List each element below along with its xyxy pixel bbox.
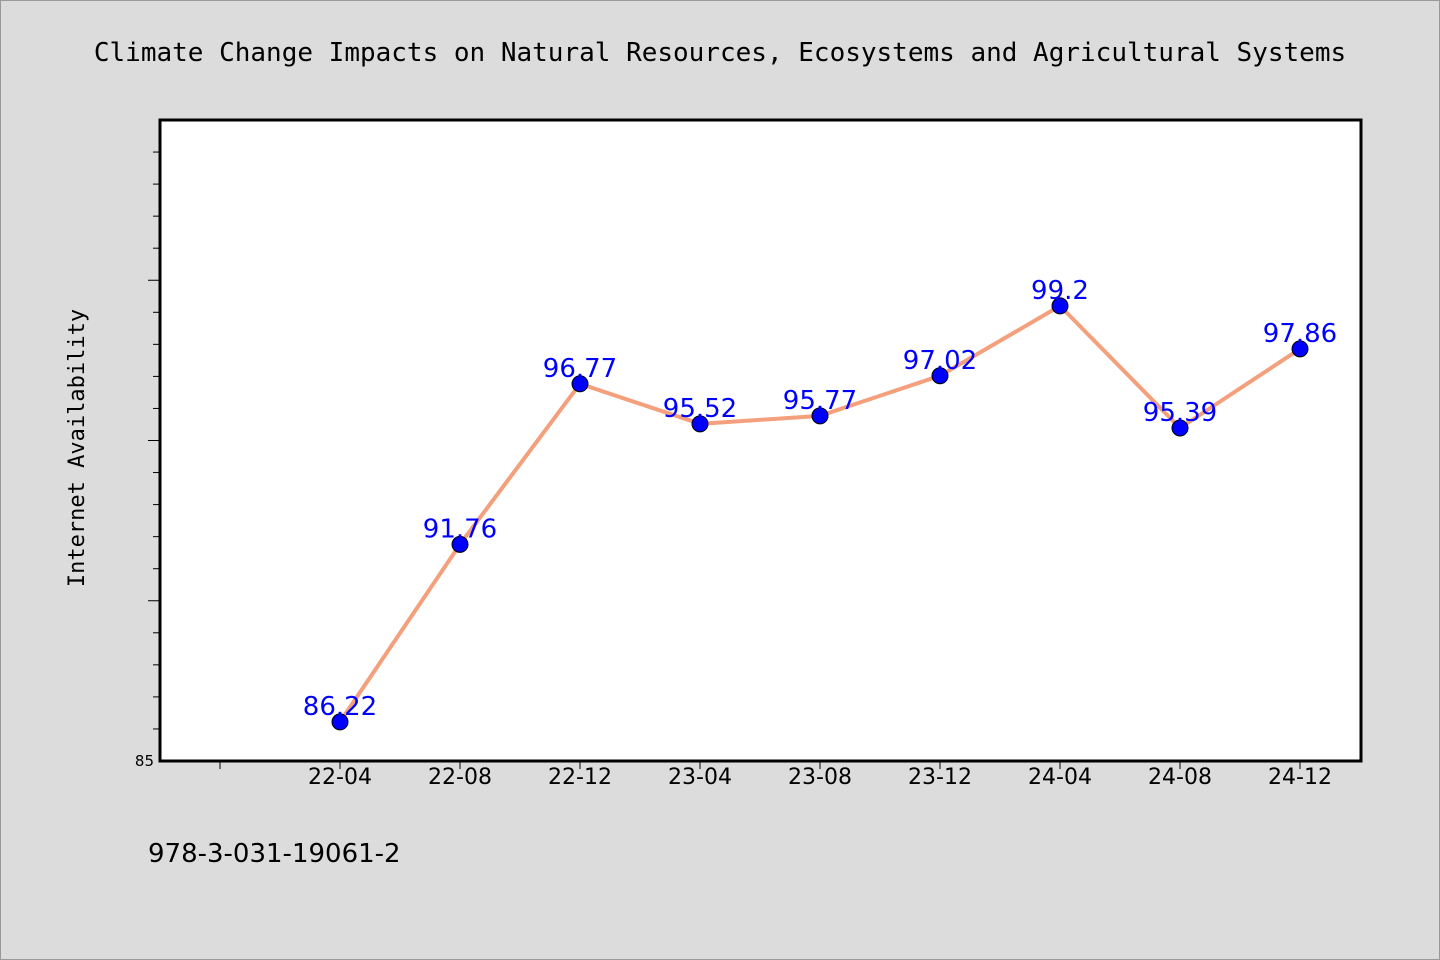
data-point [451,535,469,553]
data-point [931,367,949,385]
data-label: 95.52 [663,394,737,424]
x-tick-label: 23-12 [908,765,972,790]
x-tick-label: 24-04 [1028,765,1092,790]
x-tick-label: 23-08 [788,765,852,790]
data-label: 95.77 [783,386,857,416]
data-point [811,407,829,425]
data-point [1171,419,1189,437]
data-label: 99.2 [1031,276,1089,306]
data-label: 97.86 [1263,319,1337,349]
y-axis-label: Internet Availability [65,309,90,587]
x-tick-label: 22-04 [308,765,372,790]
series-layer: 86.22 91.76 96.77 95.52 95.77 97.02 99.2 95.39 9… [303,276,1337,731]
data-point [571,375,589,393]
data-label: 97.02 [903,346,977,376]
x-tick-label: 22-08 [428,765,492,790]
chart-title: Climate Change Impacts on Natural Resour… [94,38,1346,68]
x-tick-label: 24-12 [1268,765,1332,790]
data-label: 91.76 [423,514,497,544]
data-label: 96.77 [543,354,617,384]
x-tick-label: 24-08 [1148,765,1212,790]
x-tick-label: 23-04 [668,765,732,790]
data-point [1051,297,1069,315]
footer-isbn: 978-3-031-19061-2 [148,839,401,869]
x-tick-label: 22-12 [548,765,612,790]
x-axis-ticks: 22-04 22-08 22-12 23-04 23-08 23-12 24-04 24-08… [219,761,1332,790]
y-tick-label: 85 [135,752,154,770]
data-point [331,713,349,731]
data-label: 95.39 [1143,398,1217,428]
y-axis-ticks: 85 [135,151,160,770]
plot-area [158,118,1363,763]
data-point [1291,340,1309,358]
data-point [691,415,709,433]
data-label: 86.22 [303,692,377,722]
